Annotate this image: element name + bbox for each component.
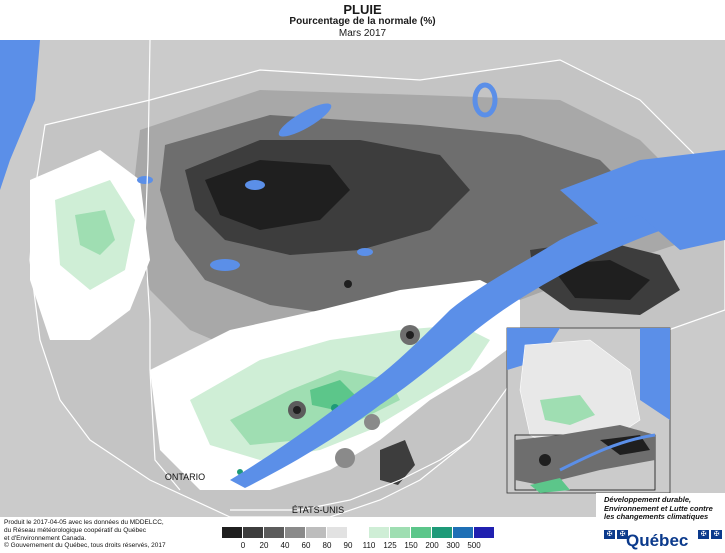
legend-break-label: 125 [383,541,397,550]
credits-line-2: du Réseau météorologique coopératif du Q… [4,527,147,534]
legend-swatch [411,527,431,538]
inset-map [506,327,671,494]
legend-break-label: 40 [280,541,290,550]
precipitation-map: ONTARIO ÉTATS-UNIS [0,40,725,517]
legend-swatch [369,527,389,538]
gulf-of-st-lawrence [560,150,725,250]
data-credits: Produit le 2017-04-05 avec les données d… [4,519,214,543]
dry-spot-1-core [293,406,301,414]
zone-150-south [230,370,400,445]
st-lawrence-river [230,190,725,488]
credits-line-3: et d'Environnement Canada. [4,535,87,542]
legend-break-label: 110 [362,541,376,550]
legend-swatch [306,527,326,538]
legend-swatch [390,527,410,538]
legend-swatch [474,527,494,538]
dry-spot-3 [364,414,380,430]
dry-zone-southeast [380,440,415,485]
legend-swatch [327,527,347,538]
map-subtitle: Pourcentage de la normale (%) [289,16,436,27]
lake-4 [357,248,373,256]
legend-break-label: 0 [240,541,246,550]
credits-line-1: Produit le 2017-04-05 avec les données d… [4,519,164,526]
legend-break-label: 150 [404,541,418,550]
legend-swatch [432,527,452,538]
copyright: © Gouvernement du Québec, tous droits ré… [4,542,166,549]
lake-5 [137,176,153,184]
legend-swatch [453,527,473,538]
legend-break-label: 60 [301,541,311,550]
legend-swatch [264,527,284,538]
government-logo-box: Développement durable, Environnement et … [596,493,725,552]
dry-spot-2-core [406,331,414,339]
map-title: PLUIE [343,2,382,17]
legend-break-label: 300 [446,541,460,550]
map-period: Mars 2017 [338,28,387,39]
legend-break-label: 20 [259,541,269,550]
fleur-de-lis-icon: ✠ [698,530,709,539]
zone-20-east [550,260,650,300]
lake-1 [278,103,332,137]
map-canvas: ONTARIO ÉTATS-UNIS [0,40,725,517]
legend-break-label: 80 [322,541,332,550]
legend-swatch [243,527,263,538]
lake-2 [245,180,265,190]
ontario-border [144,40,181,491]
legend-break-label: 90 [343,541,353,550]
quebec-wordmark: Québec [626,531,689,550]
label-ontario: ONTARIO [165,472,205,482]
legend-swatch [222,527,242,538]
lake-3 [210,259,240,271]
manicouagan-reservoir [472,82,498,118]
color-legend: 0 20 40 60 80 90 110 125 150 200 300 500 [222,527,502,553]
zone-150-west [75,210,115,255]
department-name: Développement durable, Environnement et … [604,495,713,521]
fleur-de-lis-icon: ✠ [617,530,628,539]
hudson-bay-water [0,40,40,190]
zone-20 [205,160,350,230]
legend-break-label: 500 [467,541,481,550]
dry-spot-4-core [344,280,352,288]
dry-spot-5 [335,448,355,468]
label-etats-unis: ÉTATS-UNIS [292,505,344,515]
fleur-de-lis-icon: ✠ [604,530,615,539]
legend-swatch [348,527,368,538]
us-border [230,439,471,511]
map-title-block: PLUIE Pourcentage de la normale (%) Mars… [0,0,725,40]
legend-swatch [285,527,305,538]
legend-break-label: 200 [425,541,439,550]
fleur-de-lis-icon: ✠ [711,530,722,539]
